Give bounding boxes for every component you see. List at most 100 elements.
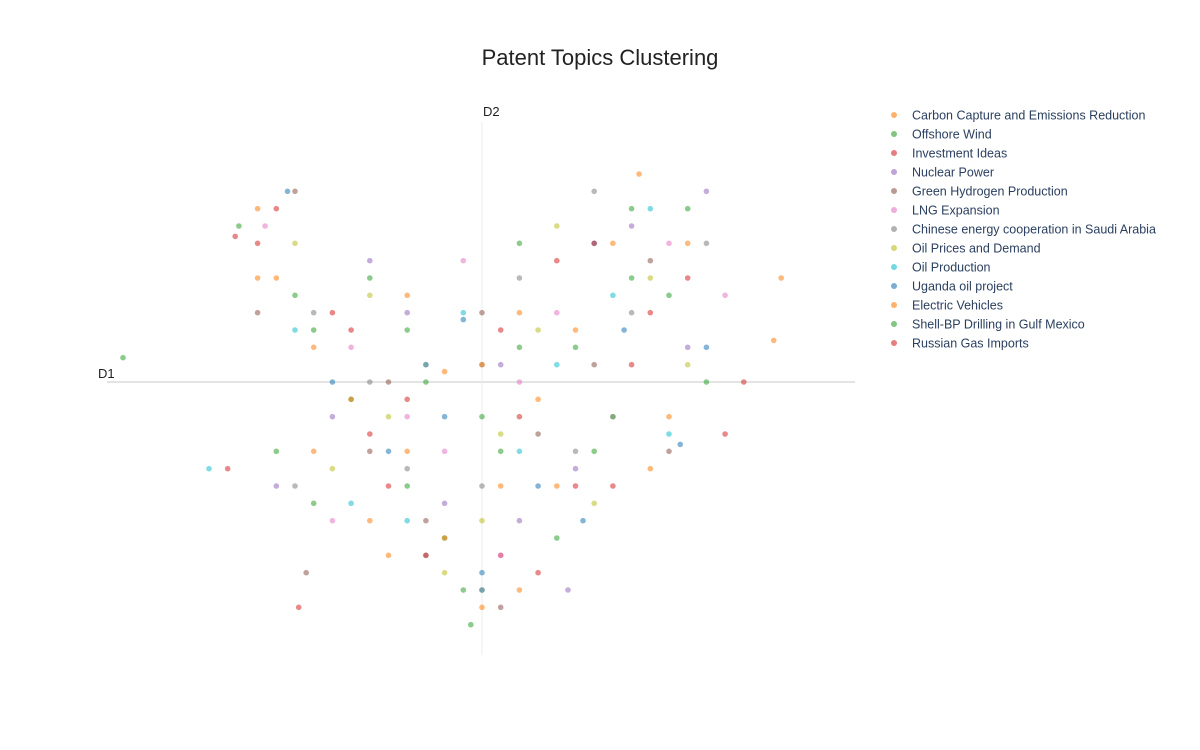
data-point[interactable] [404, 465, 411, 472]
legend-item[interactable]: Oil Production [891, 261, 991, 275]
data-point[interactable] [516, 275, 523, 281]
data-point[interactable] [254, 309, 261, 316]
data-point[interactable] [703, 344, 710, 351]
data-point[interactable] [367, 275, 373, 281]
data-point[interactable] [404, 309, 411, 316]
data-point[interactable] [610, 292, 616, 299]
data-point[interactable] [572, 483, 579, 489]
data-point[interactable] [273, 483, 280, 489]
data-point[interactable] [441, 448, 448, 455]
data-point[interactable] [468, 621, 474, 628]
data-point[interactable] [348, 500, 354, 507]
legend-item[interactable]: Russian Gas Imports [891, 337, 1029, 351]
data-point[interactable] [535, 483, 541, 489]
data-point[interactable] [423, 361, 429, 368]
data-point[interactable] [367, 431, 373, 437]
data-point[interactable] [628, 223, 635, 229]
data-point[interactable] [262, 223, 268, 229]
data-point[interactable] [348, 344, 354, 351]
data-point[interactable] [778, 275, 784, 281]
data-point[interactable] [666, 292, 672, 299]
data-point[interactable] [535, 396, 541, 403]
data-point[interactable] [120, 354, 126, 361]
data-point[interactable] [677, 441, 683, 448]
data-point[interactable] [591, 188, 597, 195]
data-point[interactable] [572, 465, 579, 472]
data-point[interactable] [404, 396, 411, 403]
data-point[interactable] [224, 465, 231, 472]
data-point[interactable] [572, 327, 579, 333]
data-point[interactable] [303, 569, 310, 576]
data-point[interactable] [423, 552, 429, 559]
data-point[interactable] [580, 517, 586, 524]
legend-item[interactable]: Investment Ideas [891, 147, 1007, 161]
data-point[interactable] [666, 448, 672, 455]
data-point[interactable] [591, 361, 597, 368]
data-point[interactable] [535, 569, 541, 576]
data-point[interactable] [479, 604, 485, 611]
data-point[interactable] [666, 413, 672, 420]
legend-item[interactable]: Green Hydrogen Production [891, 185, 1068, 199]
data-point[interactable] [554, 535, 560, 541]
data-point[interactable] [516, 587, 523, 593]
data-point[interactable] [441, 569, 448, 576]
data-point[interactable] [273, 448, 280, 455]
data-point[interactable] [647, 465, 654, 472]
data-point[interactable] [367, 448, 373, 455]
data-point[interactable] [628, 309, 635, 316]
data-point[interactable] [722, 292, 728, 299]
legend-item[interactable]: Chinese energy cooperation in Saudi Arab… [891, 223, 1156, 237]
data-point[interactable] [516, 379, 523, 385]
data-point[interactable] [497, 604, 504, 611]
data-point[interactable] [404, 448, 411, 455]
data-point[interactable] [479, 413, 485, 420]
data-point[interactable] [292, 327, 298, 333]
data-point[interactable] [423, 379, 429, 385]
data-point[interactable] [329, 517, 336, 524]
data-point[interactable] [666, 240, 672, 247]
data-point[interactable] [441, 413, 448, 420]
data-point[interactable] [610, 483, 616, 489]
data-point[interactable] [254, 205, 261, 212]
data-point[interactable] [535, 327, 541, 333]
data-point[interactable] [722, 431, 728, 437]
data-point[interactable] [684, 240, 691, 247]
data-point[interactable] [254, 240, 261, 247]
data-point[interactable] [292, 292, 298, 299]
data-point[interactable] [385, 448, 392, 455]
data-point[interactable] [310, 344, 317, 351]
data-point[interactable] [273, 205, 280, 212]
data-point[interactable] [460, 309, 467, 316]
data-point[interactable] [292, 188, 298, 195]
data-point[interactable] [554, 257, 560, 264]
data-point[interactable] [497, 448, 504, 455]
data-point[interactable] [647, 275, 654, 281]
data-point[interactable] [423, 517, 429, 524]
data-point[interactable] [329, 309, 336, 316]
data-point[interactable] [647, 205, 654, 212]
data-point[interactable] [385, 483, 392, 489]
data-point[interactable] [565, 587, 571, 593]
data-point[interactable] [367, 517, 373, 524]
data-point[interactable] [385, 379, 392, 385]
data-point[interactable] [460, 587, 467, 593]
data-point[interactable] [292, 483, 298, 489]
data-point[interactable] [479, 587, 485, 593]
data-point[interactable] [497, 483, 504, 489]
data-point[interactable] [628, 275, 635, 281]
data-point[interactable] [310, 309, 317, 316]
data-point[interactable] [310, 500, 317, 507]
data-point[interactable] [404, 517, 411, 524]
data-point[interactable] [591, 240, 597, 247]
legend-item[interactable]: Carbon Capture and Emissions Reduction [891, 109, 1146, 123]
data-point[interactable] [516, 344, 523, 351]
data-point[interactable] [628, 205, 635, 212]
data-point[interactable] [367, 292, 373, 299]
data-point[interactable] [684, 361, 691, 368]
data-point[interactable] [628, 361, 635, 368]
data-point[interactable] [385, 413, 392, 420]
data-point[interactable] [348, 396, 354, 403]
data-point[interactable] [516, 240, 523, 247]
data-point[interactable] [647, 257, 654, 264]
data-point[interactable] [367, 257, 373, 264]
